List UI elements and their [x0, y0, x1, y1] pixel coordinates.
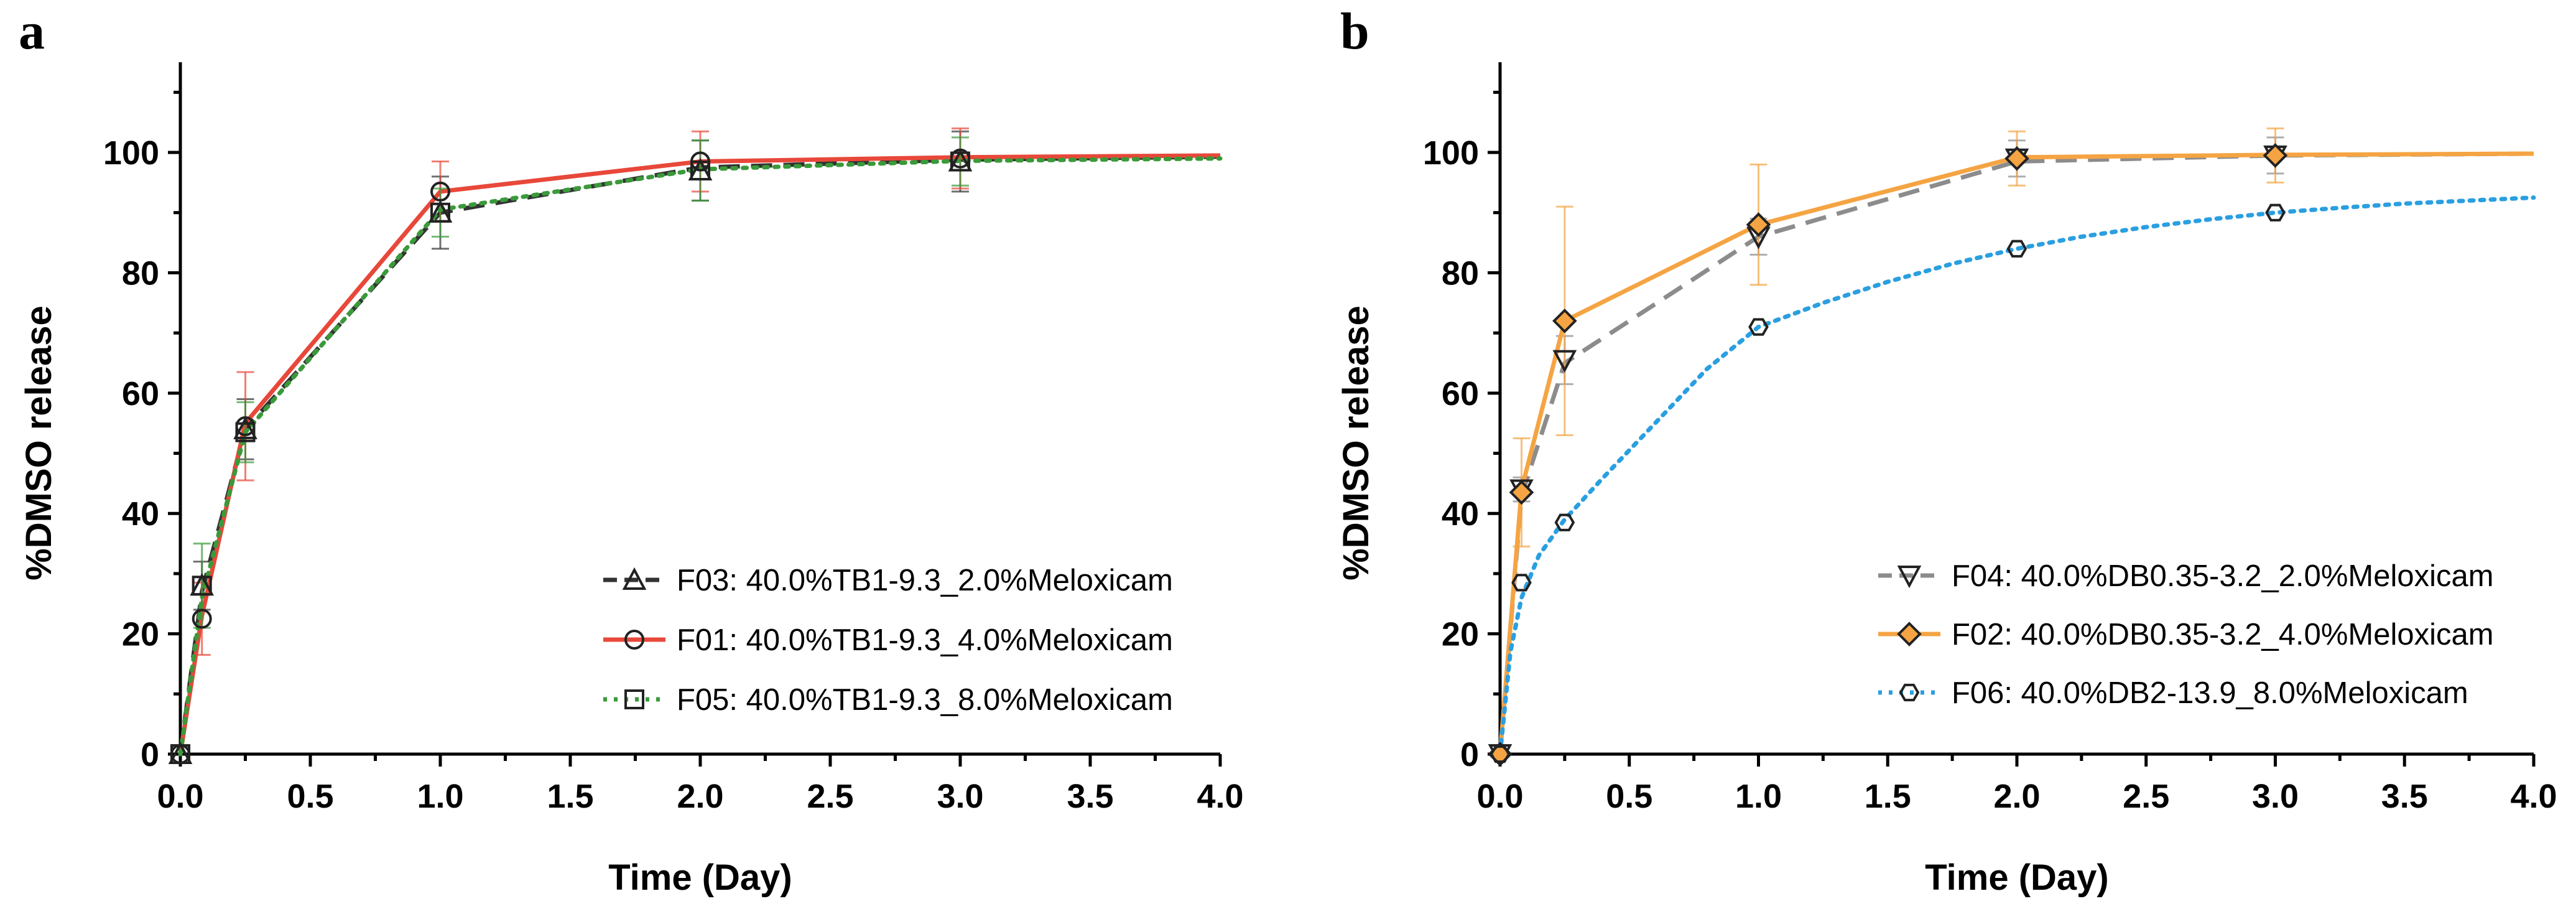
panel-b-letter: b [1340, 2, 1369, 60]
series-line [1498, 151, 2534, 755]
panel-a-plot-area [168, 127, 1223, 764]
data-point [1554, 513, 1575, 531]
panel-a-letter: a [19, 2, 45, 60]
x-tick-label: 2.0 [677, 778, 723, 815]
data-point [192, 576, 212, 596]
panel-a-legend: F03: 40.0%TB1-9.3_2.0%Meloxicam F01: 40.0… [603, 564, 1173, 717]
series-line [1498, 195, 2536, 757]
x-tick-label: 0.5 [287, 778, 333, 815]
x-tick-label: 3.0 [2252, 778, 2299, 815]
legend-marker [1897, 566, 1922, 589]
x-tick-label: 0.0 [1476, 778, 1523, 815]
data-point [170, 744, 190, 764]
panel-b-x-axis-title: Time (Day) [1925, 857, 2108, 898]
y-tick-label: 80 [1442, 254, 1479, 292]
data-point [1509, 480, 1534, 505]
legend-label: F02: 40.0%DB0.35-3.2_4.0%Meloxicam [1952, 618, 2494, 651]
data-point [192, 609, 212, 629]
x-tick-label: 3.5 [1067, 778, 1113, 815]
x-tick-label: 1.5 [547, 778, 593, 815]
panel-b-y-axis-title: %DMSO release [1336, 306, 1376, 581]
panel-a-x-axis-title: Time (Day) [608, 857, 792, 898]
panel-b-plot-area [1488, 127, 2536, 767]
y-tick-label: 40 [122, 495, 159, 533]
panel-a-y-axis-title: %DMSO release [19, 306, 59, 581]
data-point [1490, 745, 1511, 763]
y-tick-label: 80 [122, 254, 159, 292]
x-tick-label: 3.5 [2381, 778, 2428, 815]
y-tick-label: 0 [1460, 736, 1479, 773]
y-tick-label: 60 [122, 375, 159, 413]
data-point [1552, 350, 1577, 373]
data-point [1552, 308, 1577, 334]
x-tick-label: 1.0 [417, 778, 463, 815]
y-tick-label: 20 [122, 616, 159, 653]
x-tick-label: 1.0 [1735, 778, 1782, 815]
series-line [1498, 151, 2534, 755]
data-point [2265, 203, 2286, 222]
legend-label: F04: 40.0%DB0.35-3.2_2.0%Meloxicam [1952, 559, 2494, 593]
legend-marker [1897, 622, 1922, 646]
x-tick-label: 0.0 [157, 778, 203, 815]
x-tick-label: 4.0 [1197, 778, 1243, 815]
y-tick-label: 100 [103, 134, 159, 172]
panel-b-chart: b %DMSO release Time (Day) 0.0 0.5 1.0 1.5 2… [1336, 2, 2557, 898]
x-tick-label: 0.5 [1606, 778, 1652, 815]
y-tick-label: 40 [1442, 495, 1479, 533]
legend-label: F03: 40.0%TB1-9.3_2.0%Meloxicam [677, 564, 1173, 597]
legend-marker [622, 567, 647, 590]
data-point [235, 422, 256, 442]
legend-marker [1899, 683, 1920, 702]
legend-label: F06: 40.0%DB2-13.9_8.0%Meloxicam [1952, 676, 2468, 710]
data-point [2263, 143, 2288, 168]
panel-a-chart: a %DMSO release Time (Day) 0.0 0.5 1.0 1.5 2… [19, 2, 1244, 898]
x-tick-label: 1.5 [1865, 778, 1911, 815]
data-point [1746, 212, 1771, 237]
y-tick-label: 60 [1442, 375, 1479, 413]
panel-a-axes: 0.0 0.5 1.0 1.5 2.0 2.5 3.0 3.5 4.0 0 20 40 60 80 100 [103, 62, 1244, 815]
panel-b-legend: F04: 40.0%DB0.35-3.2_2.0%Meloxicam F02: 4… [1878, 559, 2494, 710]
y-tick-label: 100 [1423, 134, 1479, 172]
data-point [233, 416, 257, 439]
legend-label: F05: 40.0%TB1-9.3_8.0%Meloxicam [677, 683, 1173, 717]
data-point [2004, 146, 2029, 171]
data-point [430, 202, 450, 223]
data-point [690, 161, 710, 181]
series-line [178, 153, 1221, 755]
series-line [178, 156, 1223, 757]
y-tick-label: 0 [141, 736, 159, 773]
data-point [950, 151, 970, 172]
x-tick-label: 2.5 [2123, 778, 2169, 815]
legend-marker [624, 630, 644, 650]
legend-label: F01: 40.0%TB1-9.3_4.0%Meloxicam [677, 623, 1173, 657]
data-point [430, 181, 450, 202]
series-line [178, 154, 1221, 755]
data-point [1511, 574, 1532, 592]
x-tick-label: 3.0 [937, 778, 983, 815]
x-tick-label: 2.0 [1993, 778, 2040, 815]
x-tick-label: 2.5 [807, 778, 853, 815]
y-tick-label: 20 [1442, 616, 1479, 653]
x-tick-label: 4.0 [2510, 778, 2557, 815]
panel-b-axes: 0.0 0.5 1.0 1.5 2.0 2.5 3.0 3.5 4.0 0 20 40 60 80 100 [1423, 62, 2557, 815]
data-point [2006, 240, 2027, 258]
data-point [1748, 318, 1769, 336]
legend-marker [624, 689, 644, 709]
